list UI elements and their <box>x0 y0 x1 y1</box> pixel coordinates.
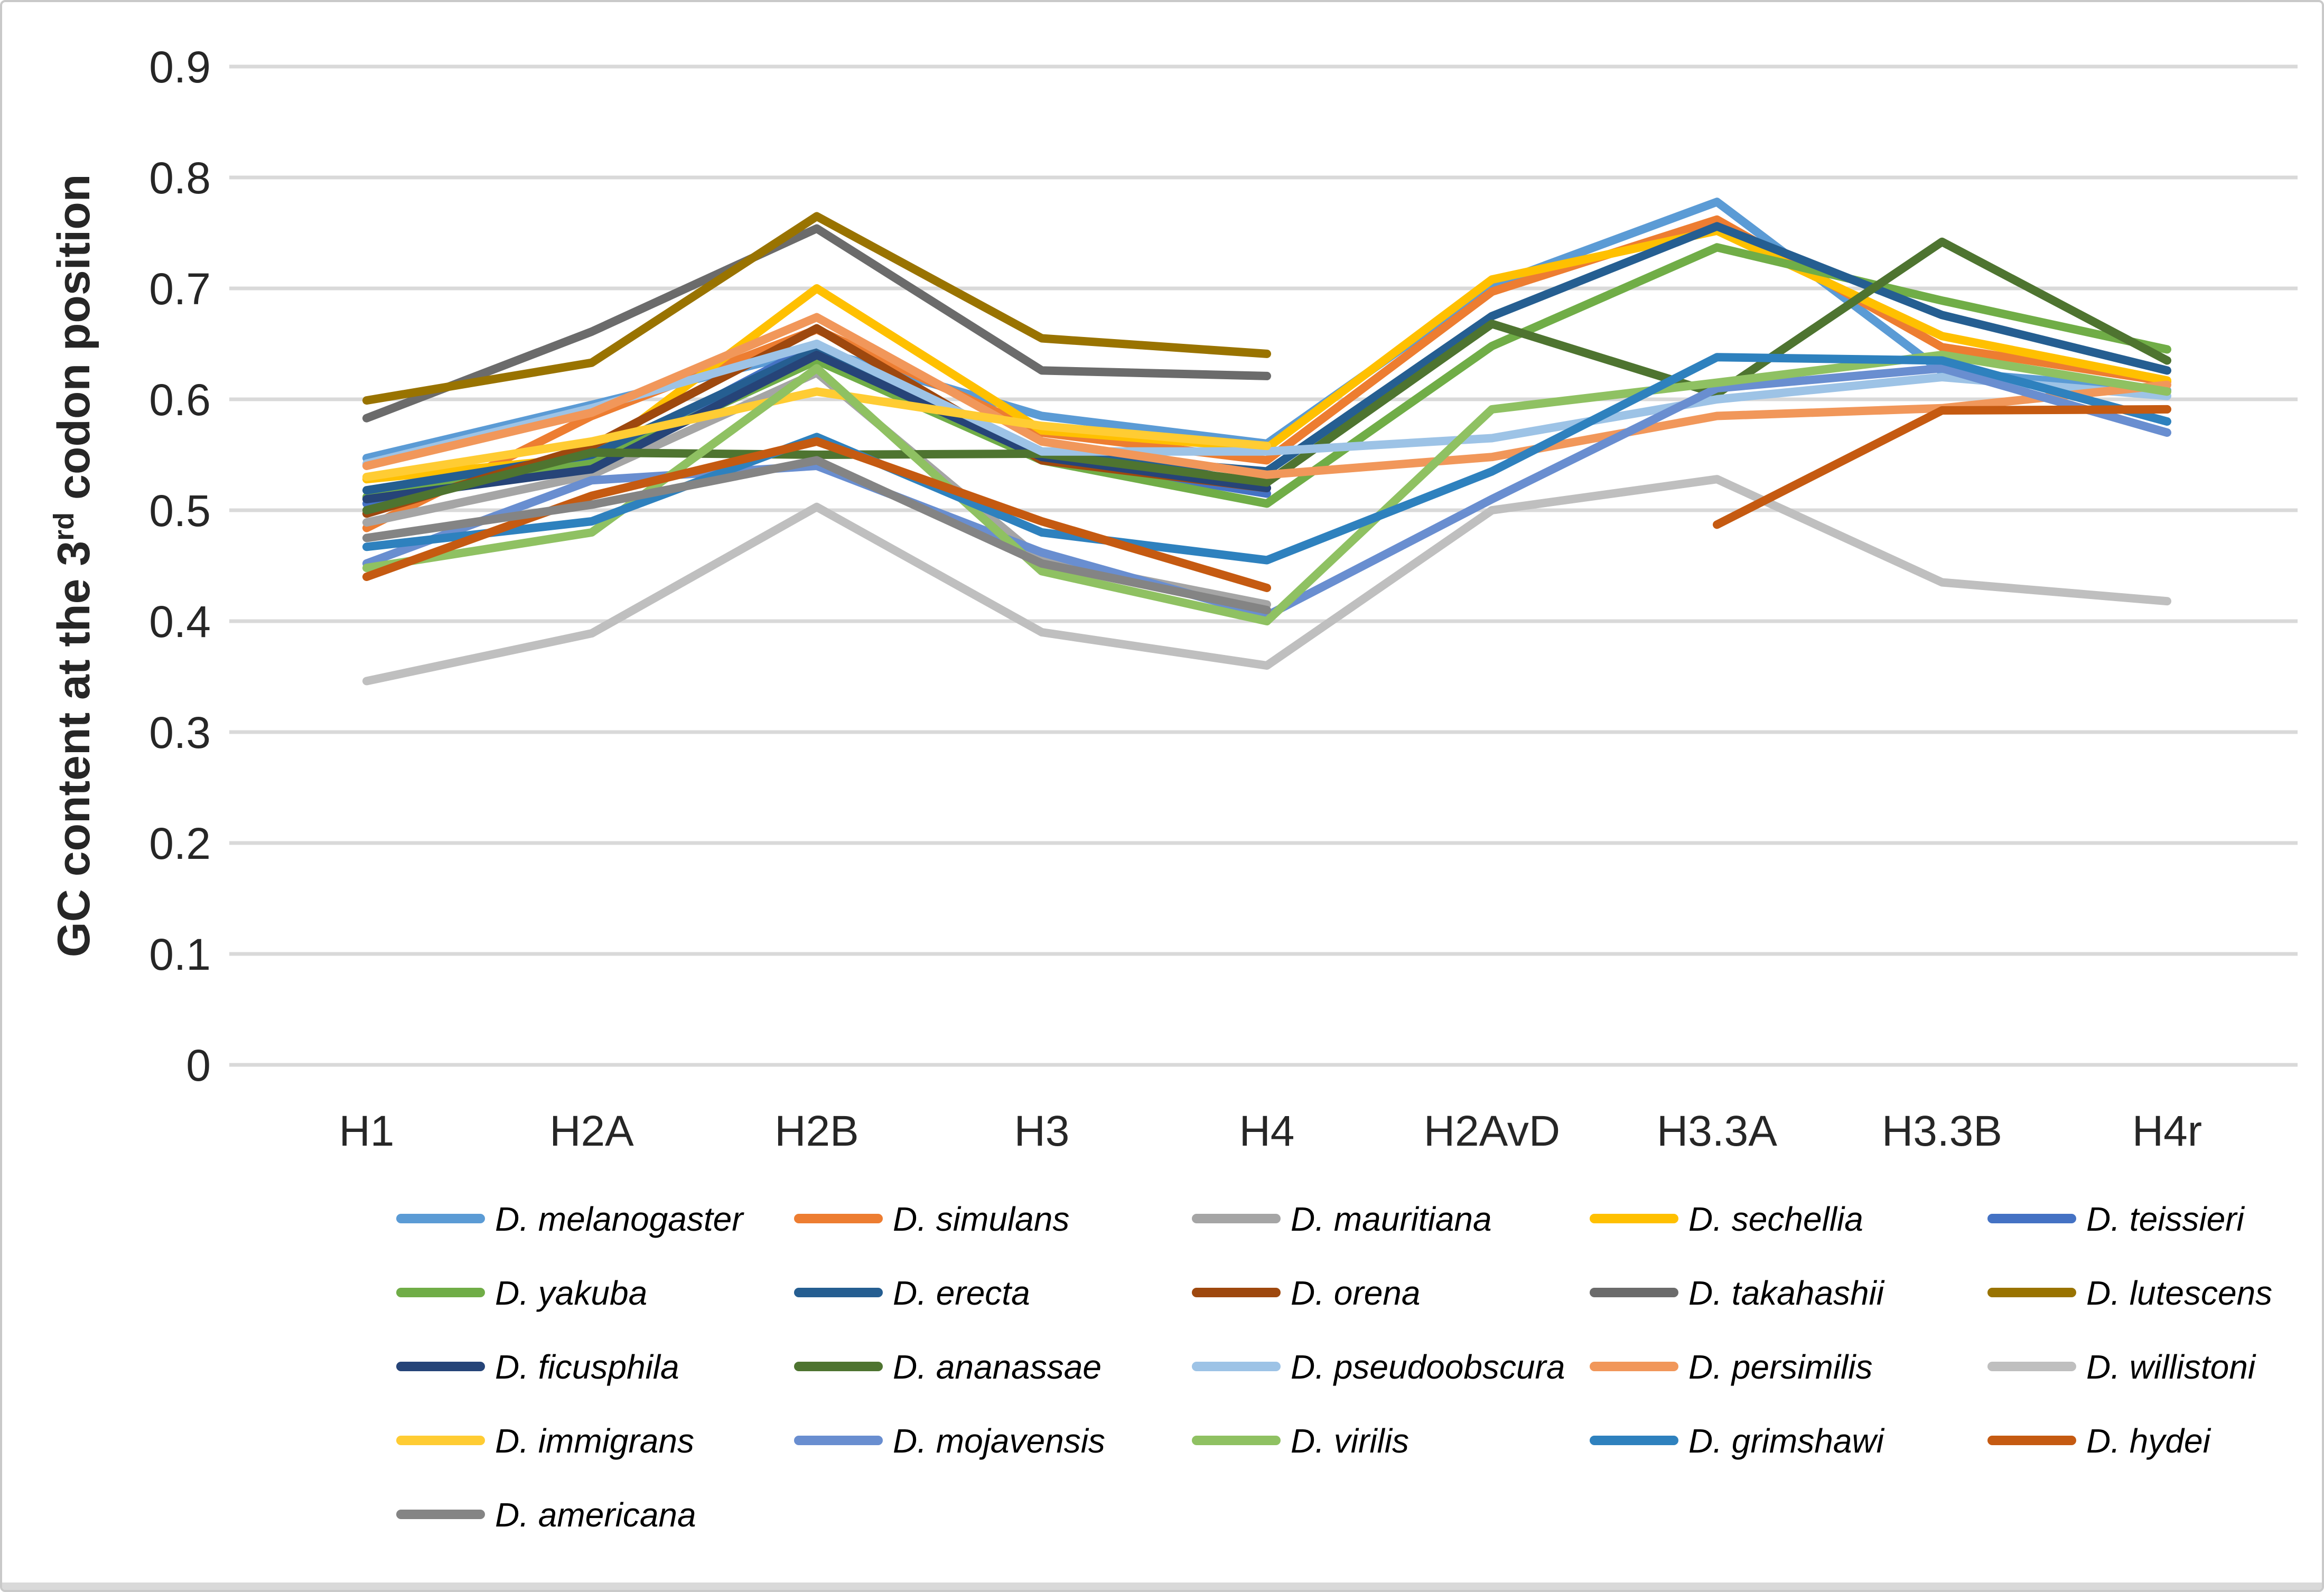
legend-item-d-persimilis: D. persimilis <box>1590 1348 1872 1386</box>
legend-label-d-grimshawi: D. grimshawi <box>1688 1422 1885 1460</box>
series-line-d-persimilis <box>362 313 2171 479</box>
y-tick-label-0: 0 <box>186 1041 211 1090</box>
legend-item-d-orena: D. orena <box>1192 1274 1420 1312</box>
x-category-label-H3-3A: H3.3A <box>1657 1107 1777 1155</box>
series-line-d-mauritiana <box>362 368 1271 609</box>
legend-item-d-yakuba: D. yakuba <box>396 1274 647 1312</box>
legend-label-d-lutescens: D. lutescens <box>2086 1274 2272 1312</box>
legend-label-d-erecta: D. erecta <box>893 1274 1030 1312</box>
legend-label-d-ficusphila: D. ficusphila <box>495 1348 679 1386</box>
legend-item-d-mauritiana: D. mauritiana <box>1192 1200 1492 1238</box>
x-category-label-H2A: H2A <box>549 1107 634 1155</box>
legend-item-d-pseudoobscura: D. pseudoobscura <box>1192 1348 1565 1386</box>
legend-item-d-americana: D. americana <box>396 1496 696 1534</box>
figure-bottom-edge <box>2 1582 2322 1590</box>
y-tick-label-0.5: 0.5 <box>149 486 211 536</box>
series-line-d-americana <box>362 456 1271 614</box>
y-axis-title: GC content at the 3rd codon position <box>48 174 99 958</box>
series-line-d-pseudoobscura <box>362 340 2171 468</box>
series-lines <box>362 198 2171 686</box>
legend-item-d-erecta: D. erecta <box>794 1274 1030 1312</box>
legend-item-d-melanogaster: D. melanogaster <box>396 1200 744 1238</box>
legend-item-d-ananassae: D. ananassae <box>794 1348 1102 1386</box>
legend-item-d-lutescens: D. lutescens <box>1987 1274 2272 1312</box>
legend-label-d-ananassae: D. ananassae <box>893 1348 1102 1386</box>
legend-item-d-teissieri: D. teissieri <box>1987 1200 2245 1238</box>
x-category-label-H1: H1 <box>339 1107 395 1155</box>
series-line-d-ananassae <box>362 237 2171 514</box>
legend-item-d-mojavensis: D. mojavensis <box>794 1422 1105 1460</box>
x-category-label-H2B: H2B <box>774 1107 859 1155</box>
x-category-label-H4: H4 <box>1239 1107 1295 1155</box>
legend-item-d-takahashii: D. takahashii <box>1590 1274 1885 1312</box>
legend-item-d-willistoni: D. willistoni <box>1987 1348 2256 1386</box>
legend-label-d-melanogaster: D. melanogaster <box>495 1200 744 1238</box>
y-tick-label-0.7: 0.7 <box>149 264 211 314</box>
y-axis-title-superscript: rd <box>48 512 80 541</box>
x-category-label-H3: H3 <box>1014 1107 1070 1155</box>
legend-label-d-simulans: D. simulans <box>893 1200 1069 1238</box>
y-tick-label-0.1: 0.1 <box>149 930 211 979</box>
x-axis-category-labels: H1 H2A H2B H3 H4 H2AvD H3.3A H3.3B H4r <box>339 1107 2202 1155</box>
legend-label-d-yakuba: D. yakuba <box>495 1274 647 1312</box>
legend: D. melanogaster D. simulans D. mauritiana D… <box>396 1200 2272 1534</box>
legend-label-d-sechellia: D. sechellia <box>1688 1200 1863 1238</box>
legend-label-d-willistoni: D. willistoni <box>2086 1348 2256 1386</box>
y-axis-tick-labels: 0 0.1 0.2 0.3 0.4 0.5 0.6 0.7 0.8 0.9 <box>149 42 211 1090</box>
legend-item-d-hydei: D. hydei <box>1987 1422 2211 1460</box>
y-tick-label-0.9: 0.9 <box>149 42 211 92</box>
legend-item-d-simulans: D. simulans <box>794 1200 1069 1238</box>
y-tick-label-0.2: 0.2 <box>149 819 211 868</box>
legend-item-d-immigrans: D. immigrans <box>396 1422 694 1460</box>
series-line-d-lutescens <box>362 212 1271 405</box>
legend-label-d-persimilis: D. persimilis <box>1688 1348 1872 1386</box>
y-axis-title-text-suffix: codon position <box>49 174 99 512</box>
legend-label-d-virilis: D. virilis <box>1291 1422 1409 1460</box>
y-tick-label-0.4: 0.4 <box>149 597 211 647</box>
x-category-label-H2AvD: H2AvD <box>1424 1107 1560 1155</box>
x-category-label-H3-3B: H3.3B <box>1882 1107 2002 1155</box>
y-tick-label-0.6: 0.6 <box>149 375 211 425</box>
series-line-d-hydei <box>362 405 2171 592</box>
legend-label-d-mauritiana: D. mauritiana <box>1291 1200 1492 1238</box>
series-line-d-takahashii <box>362 224 1271 423</box>
legend-item-d-sechellia: D. sechellia <box>1590 1200 1863 1238</box>
y-axis-title-text: GC content at the 3 <box>49 541 99 957</box>
legend-item-d-virilis: D. virilis <box>1192 1422 1409 1460</box>
series-line-d-willistoni <box>362 475 2171 686</box>
legend-label-d-teissieri: D. teissieri <box>2086 1200 2245 1238</box>
y-tick-label-0.8: 0.8 <box>149 153 211 203</box>
y-tick-label-0.3: 0.3 <box>149 708 211 757</box>
legend-label-d-mojavensis: D. mojavensis <box>893 1422 1105 1460</box>
gridlines <box>229 64 2298 1067</box>
legend-label-d-takahashii: D. takahashii <box>1688 1274 1885 1312</box>
legend-label-d-americana: D. americana <box>495 1496 696 1534</box>
legend-label-d-orena: D. orena <box>1291 1274 1420 1312</box>
legend-item-d-ficusphila: D. ficusphila <box>396 1348 679 1386</box>
series-line-d-immigrans <box>362 387 1271 481</box>
legend-label-d-pseudoobscura: D. pseudoobscura <box>1291 1348 1565 1386</box>
legend-item-d-grimshawi: D. grimshawi <box>1590 1422 1885 1460</box>
legend-label-d-immigrans: D. immigrans <box>495 1422 694 1460</box>
x-category-label-H4r: H4r <box>2132 1107 2202 1155</box>
legend-label-d-hydei: D. hydei <box>2086 1422 2211 1460</box>
